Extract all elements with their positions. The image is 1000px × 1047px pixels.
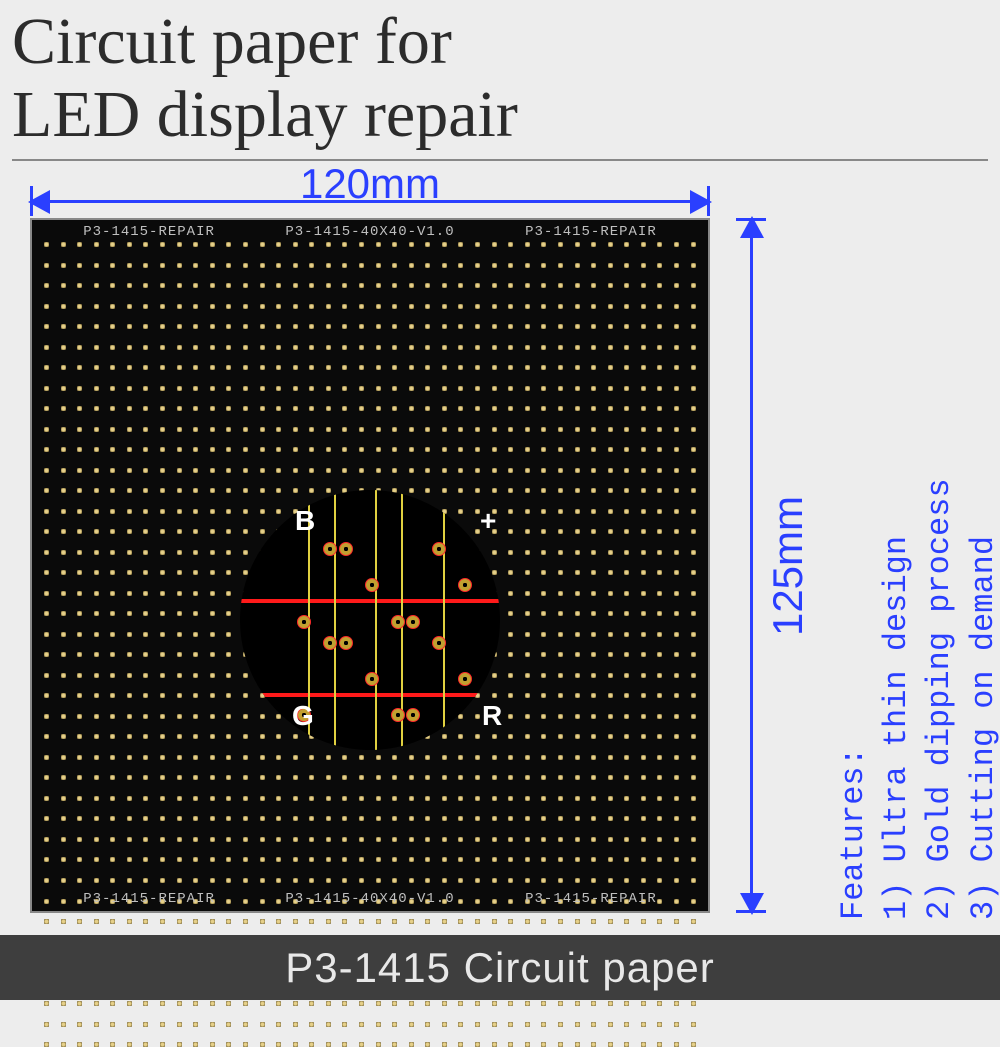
footer-bar: P3-1415 Circuit paper [0,935,1000,1000]
pin-label-g: G [292,700,314,732]
red-trace-icon [240,693,500,697]
board-silkscreen-top: P3-1415-REPAIR P3-1415-40X40-V1.0 P3-141… [32,222,708,242]
width-label: 120mm [30,160,710,208]
silk-text: P3-1415-REPAIR [525,224,657,240]
features-heading: Features: [832,478,875,920]
pin-label-b: B [295,505,315,537]
dim-line [750,218,753,913]
silk-text: P3-1415-REPAIR [83,891,215,907]
board-silkscreen-bottom: P3-1415-REPAIR P3-1415-40X40-V1.0 P3-141… [32,889,708,909]
pin-label-r: R [482,700,502,732]
silk-text: P3-1415-REPAIR [83,224,215,240]
footer-text: P3-1415 Circuit paper [285,944,715,992]
title-line-1: Circuit paper for [12,5,452,78]
dim-tick-icon [736,910,766,913]
feature-item: 2) Gold dipping process [918,478,961,920]
height-dimension: 125mm [718,218,764,913]
main-title: Circuit paper for LED display repair [12,6,988,161]
height-label: 125mm [764,495,812,635]
magnifier-circle [240,490,500,750]
yellow-trace-icon [334,490,336,750]
red-trace-icon [240,599,500,603]
silk-text: P3-1415-40X40-V1.0 [285,224,454,240]
feature-item: 1) Ultra thin design [875,478,918,920]
features-block: Features: 1) Ultra thin design 2) Gold d… [832,478,1000,920]
title-line-2: LED display repair [12,78,518,151]
pin-label-plus: + [480,505,496,537]
yellow-trace-icon [443,490,445,750]
silk-text: P3-1415-REPAIR [525,891,657,907]
silk-text: P3-1415-40X40-V1.0 [285,891,454,907]
yellow-trace-icon [375,490,377,750]
feature-item: 3) Cutting on demand [962,478,1000,920]
